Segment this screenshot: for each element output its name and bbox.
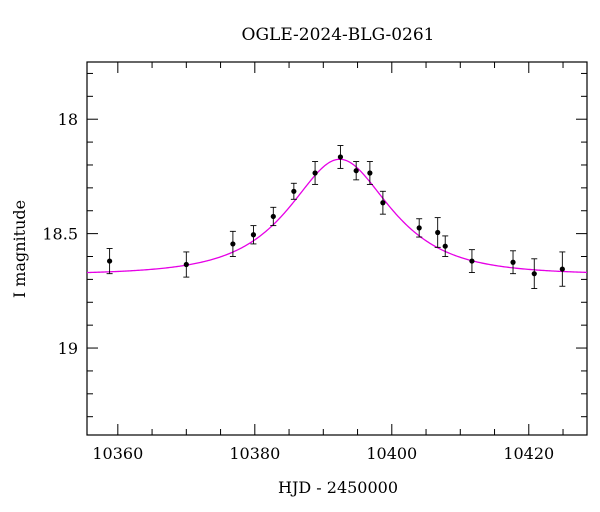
data-point (367, 170, 373, 176)
data-point (250, 232, 257, 238)
data-point (353, 168, 359, 174)
data-point (416, 225, 422, 231)
data-point (442, 243, 448, 249)
data-point (380, 200, 386, 206)
x-tick-label: 10360 (92, 444, 143, 463)
x-tick-label: 10400 (366, 444, 417, 463)
x-axis-label: HJD - 2450000 (278, 478, 398, 497)
data-point (230, 241, 236, 247)
y-tick-label: 18.5 (42, 225, 78, 244)
chart-title: OGLE-2024-BLG-0261 (242, 25, 435, 45)
y-axis-label: I magnitude (10, 200, 29, 298)
y-tick-label: 18 (58, 110, 78, 129)
data-point (291, 188, 297, 194)
x-tick-label: 10380 (229, 444, 280, 463)
data-point (469, 258, 475, 264)
x-tick-label: 10420 (503, 444, 554, 463)
data-point (183, 261, 189, 268)
data-point (531, 271, 537, 277)
data-point (559, 266, 565, 272)
plot-frame (86, 61, 588, 436)
model-curve (87, 158, 587, 274)
data-point (270, 213, 276, 220)
y-tick-label: 19 (58, 339, 78, 358)
data-point (107, 258, 113, 264)
data-point (337, 154, 344, 160)
data-point (510, 259, 516, 265)
data-point (312, 170, 318, 176)
data-point (435, 229, 441, 236)
plot-area: 10360 10380 10400 10420 18 18.5 19 (42, 61, 588, 463)
